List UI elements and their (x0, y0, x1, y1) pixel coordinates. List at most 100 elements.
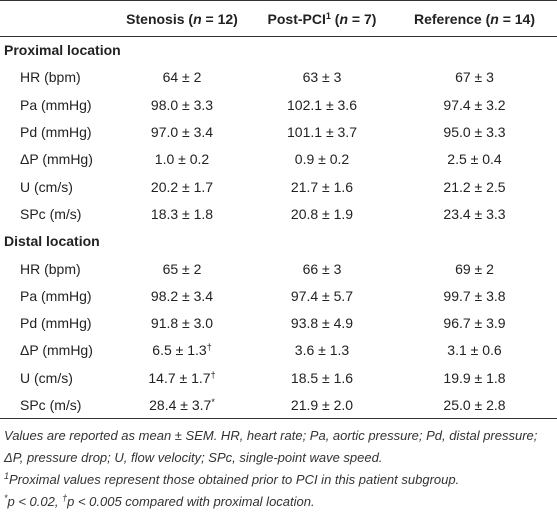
table-body: Proximal location HR (bpm) 64 ± 2 63 ± 3 67 … (0, 37, 557, 419)
text-segment: n (193, 10, 202, 27)
value-cell: 67 ± 3 (455, 69, 494, 86)
row-label: Pd (mmHg) (20, 315, 92, 332)
value-cell: 63 ± 3 (302, 69, 342, 86)
value-cell: 2.5 ± 0.4 (447, 151, 502, 168)
value-cell: 1.0 ± 0.2 (154, 151, 210, 168)
row-label: U (cm/s) (20, 369, 73, 386)
section-row: Proximal location (0, 37, 557, 64)
data-row: SPc (m/s) 18.3 ± 1.8 20.8 ± 1.9 23.4 ± 3.3 (0, 200, 557, 227)
data-row: HR (bpm) 64 ± 2 63 ± 3 67 ± 3 (0, 64, 557, 91)
value-cell: 18.5 ± 1.6 (290, 369, 354, 386)
value-cell: 23.4 ± 3.3 (443, 205, 506, 222)
footnote: 1Proximal values represent those obtaine… (4, 469, 553, 491)
value-cell: 98.0 ± 3.3 (150, 96, 214, 113)
text-segment: Values are reported as mean ± SEM. HR, h… (4, 428, 538, 466)
column-header: Reference (n = 14) (392, 1, 557, 37)
row-label: U (cm/s) (20, 178, 73, 195)
row-label: ΔP (mmHg) (20, 342, 93, 359)
value-cell: 66 ± 3 (302, 260, 342, 277)
value-cell: 14.7 ± 1.7† (112, 364, 252, 391)
text-segment: Proximal values represent those obtained… (9, 472, 460, 488)
data-row: ΔP (mmHg) 1.0 ± 0.2 0.9 ± 0.2 2.5 ± 0.4 (0, 146, 557, 173)
value-cell: 21.9 ± 2.0 (290, 396, 354, 413)
value-cell: 25.0 ± 2.8 (443, 396, 506, 413)
section-row: Distal location (0, 228, 557, 255)
header-row: Stenosis (n = 12) Post-PCI1 (n = 7) Refere… (0, 0, 557, 37)
value-cell: 20.2 ± 1.7 (150, 178, 214, 195)
data-row: ΔP (mmHg) 6.5 ± 1.3† 3.6 ± 1.3 3.1 ± 0.6 (0, 337, 557, 364)
data-row: U (cm/s) 20.2 ± 1.7 21.7 ± 1.6 21.2 ± 2.5 (0, 173, 557, 200)
value-cell: 18.3 ± 1.8 (150, 205, 214, 222)
value-cell: 99.7 ± 3.8 (443, 287, 506, 304)
value-cell: 97.4 ± 3.2 (443, 96, 506, 113)
text-segment: Reference ( (413, 10, 491, 27)
footnotes: Values are reported as mean ± SEM. HR, h… (0, 419, 557, 513)
row-label: Pd (mmHg) (20, 124, 92, 141)
text-segment: p < 0.005 compared with proximal locatio… (67, 494, 315, 510)
cell-text: 28.4 ± 3.7 (149, 396, 212, 413)
table-header: Stenosis (n = 12) Post-PCI1 (n = 7) Refere… (0, 0, 557, 37)
header-cell (0, 1, 112, 37)
value-cell: 97.4 ± 5.7 (290, 287, 354, 304)
text-segment: n (490, 10, 499, 27)
data-row: Pa (mmHg) 98.0 ± 3.3 102.1 ± 3.6 97.4 ± 3.2 (0, 91, 557, 118)
value-cell: 20.8 ± 1.9 (290, 205, 354, 222)
footnote: *p < 0.02, †p < 0.005 compared with prox… (4, 491, 553, 513)
section-title: Proximal location (4, 42, 121, 59)
row-label: Pa (mmHg) (20, 96, 92, 113)
value-cell: 3.6 ± 1.3 (294, 342, 350, 359)
text-segment: 1 (325, 10, 331, 21)
section-title: Distal location (4, 233, 100, 250)
text-segment: * (4, 493, 8, 504)
value-cell: 96.7 ± 3.9 (443, 315, 506, 332)
value-cell: 98.2 ± 3.4 (150, 287, 214, 304)
row-label: ΔP (mmHg) (20, 151, 93, 168)
cell-text: 14.7 ± 1.7 (148, 369, 211, 386)
text-segment: = 7) (348, 10, 377, 27)
value-cell: 0.9 ± 0.2 (294, 151, 350, 168)
column-header: Post-PCI1 (n = 7) (252, 1, 392, 37)
value-cell: 91.8 ± 3.0 (150, 315, 214, 332)
value-cell: 28.4 ± 3.7* (112, 391, 252, 418)
value-cell: 21.7 ± 1.6 (290, 178, 354, 195)
data-row: SPc (m/s) 28.4 ± 3.7* 21.9 ± 2.0 25.0 ± 2.8 (0, 391, 557, 419)
text-segment: † (62, 493, 68, 504)
column-header: Stenosis (n = 12) (112, 1, 252, 37)
cell-footnote-mark: † (210, 369, 216, 380)
value-cell: 19.9 ± 1.8 (443, 369, 506, 386)
data-row: Pd (mmHg) 91.8 ± 3.0 93.8 ± 4.9 96.7 ± 3.9 (0, 309, 557, 336)
value-cell: 65 ± 2 (162, 260, 202, 277)
data-table: Stenosis (n = 12) Post-PCI1 (n = 7) Refere… (0, 0, 557, 419)
text-segment: n (339, 10, 349, 27)
text-segment: 1 (4, 471, 10, 482)
text-segment: = 14) (498, 10, 536, 27)
cell-footnote-mark: † (206, 342, 212, 353)
cell-text: 6.5 ± 1.3 (152, 342, 207, 359)
text-segment: Stenosis ( (126, 10, 194, 27)
value-cell: 97.0 ± 3.4 (150, 124, 214, 141)
data-row: HR (bpm) 65 ± 2 66 ± 3 69 ± 2 (0, 255, 557, 282)
value-cell: 6.5 ± 1.3† (112, 337, 252, 364)
text-segment: Post-PCI (267, 10, 326, 27)
value-cell: 93.8 ± 4.9 (290, 315, 354, 332)
text-segment: ( (330, 10, 340, 27)
footnote: Values are reported as mean ± SEM. HR, h… (4, 425, 553, 469)
row-label: HR (bpm) (20, 260, 81, 277)
cell-footnote-mark: * (211, 396, 215, 407)
row-label: Pa (mmHg) (20, 287, 92, 304)
row-label: HR (bpm) (20, 69, 81, 86)
row-label: SPc (m/s) (20, 396, 82, 413)
value-cell: 21.2 ± 2.5 (443, 178, 506, 195)
value-cell: 64 ± 2 (162, 69, 202, 86)
value-cell: 102.1 ± 3.6 (287, 96, 357, 113)
data-row: Pd (mmHg) 97.0 ± 3.4 101.1 ± 3.7 95.0 ± 3.3 (0, 118, 557, 145)
value-cell: 69 ± 2 (455, 260, 494, 277)
value-cell: 3.1 ± 0.6 (447, 342, 502, 359)
text-segment: p < 0.02, (7, 494, 63, 510)
data-row: Pa (mmHg) 98.2 ± 3.4 97.4 ± 5.7 99.7 ± 3.8 (0, 282, 557, 309)
row-label: SPc (m/s) (20, 205, 82, 222)
text-segment: = 12) (201, 10, 238, 27)
data-row: U (cm/s) 14.7 ± 1.7† 18.5 ± 1.6 19.9 ± 1.8 (0, 364, 557, 391)
value-cell: 95.0 ± 3.3 (443, 124, 506, 141)
